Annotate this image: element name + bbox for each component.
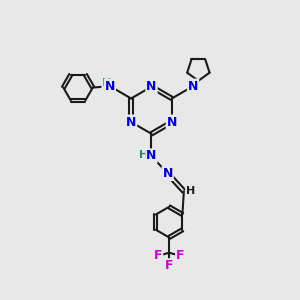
Text: N: N bbox=[146, 149, 157, 162]
Text: N: N bbox=[163, 167, 173, 180]
Text: F: F bbox=[165, 259, 173, 272]
Text: N: N bbox=[188, 80, 198, 93]
Text: F: F bbox=[176, 249, 184, 262]
Text: N: N bbox=[105, 80, 115, 93]
Text: N: N bbox=[126, 116, 136, 128]
Text: N: N bbox=[146, 80, 157, 93]
Text: H: H bbox=[102, 78, 112, 88]
Text: H: H bbox=[186, 186, 195, 196]
Text: N: N bbox=[167, 116, 177, 128]
Text: H: H bbox=[140, 150, 149, 160]
Text: F: F bbox=[154, 249, 162, 262]
